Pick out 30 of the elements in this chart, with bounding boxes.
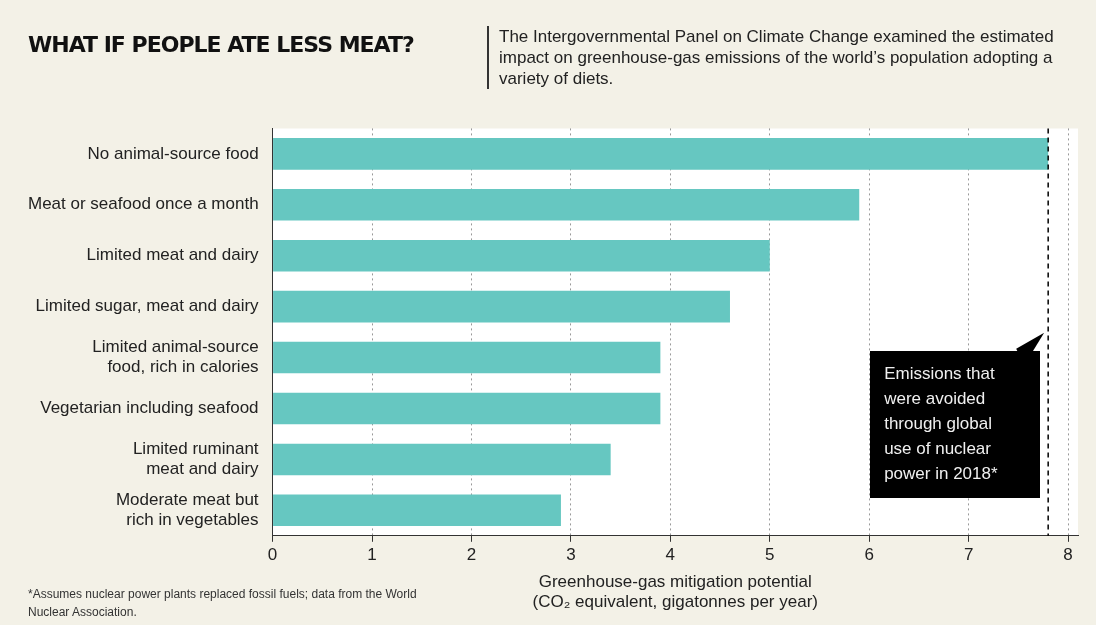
chart-subtitle: The Intergovernmental Panel on Climate Change examined the estimated impact on greenhouse-gas emissions of the world’s population adopting a variety of diets. — [487, 26, 1069, 89]
x-tick-label: 0 — [267, 544, 278, 564]
y-tick-label: Limited meat and dairy — [86, 245, 260, 265]
y-tick-label: Moderate meat but rich in vegetables — [115, 489, 259, 530]
bar — [273, 239, 770, 272]
x-tick-label: 8 — [1063, 544, 1073, 564]
x-tick-label: 7 — [963, 544, 974, 564]
x-tick-label: 5 — [765, 544, 775, 564]
y-tick-label: No animal-source food — [87, 143, 259, 163]
x-axis-title: Greenhouse-gas mitigation potential (CO₂ equivalent, gigatonnes per year) — [532, 572, 818, 612]
text: *Assumes nuclear power plants replaced fossil fuels; data from the World Nuclear Association. — [28, 586, 418, 621]
bar — [273, 290, 730, 323]
bar — [273, 494, 561, 527]
bar — [273, 189, 860, 221]
y-tick-label: Meat or seafood once a month — [27, 194, 259, 214]
y-tick-label: Vegetarian including seafood — [40, 398, 259, 418]
y-tick-label: Limited animal-source food, rich in calories — [92, 337, 259, 377]
bar — [273, 138, 1049, 170]
x-tick-label: 4 — [665, 544, 676, 564]
x-tick-label: 6 — [864, 544, 874, 564]
x-tick-label: 2 — [466, 544, 477, 564]
bar — [273, 392, 661, 425]
y-tick-label: Limited ruminant meat and dairy — [132, 438, 260, 479]
ref-line-label: Emissions that were avoided through global use of nuclear power in 2018* — [884, 362, 999, 485]
bar — [273, 443, 611, 476]
chart-title: WHAT IF PEOPLE ATE LESS MEAT? — [28, 32, 414, 57]
x-tick-label: 1 — [367, 544, 377, 564]
bar — [273, 341, 661, 374]
y-tick-label: Limited sugar, meat and dairy — [35, 296, 260, 316]
x-tick-label: 3 — [566, 544, 576, 564]
